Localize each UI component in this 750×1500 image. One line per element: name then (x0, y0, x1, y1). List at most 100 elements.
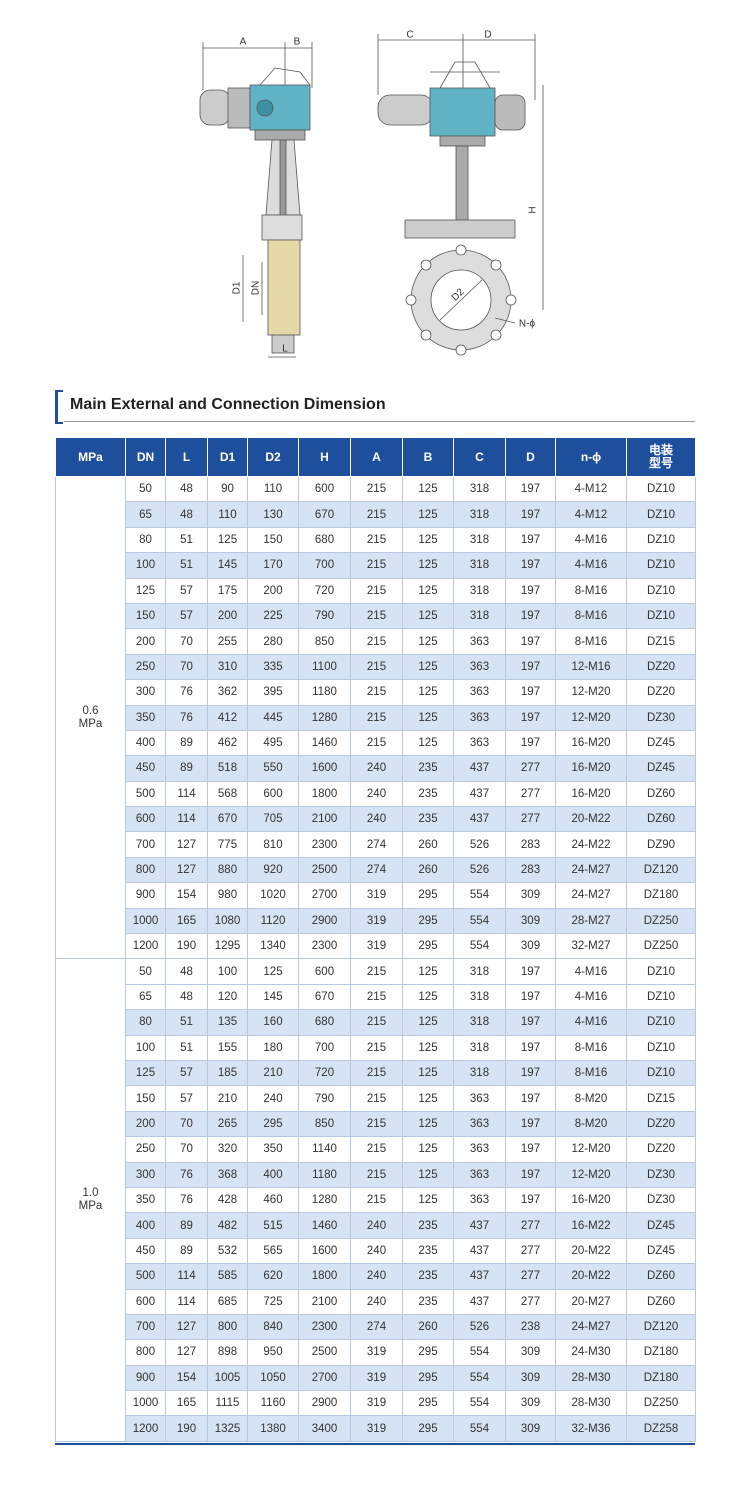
data-cell: 240 (350, 1288, 403, 1315)
data-cell: 277 (505, 1288, 556, 1315)
data-cell: DZ60 (626, 780, 696, 808)
data-cell: 240 (350, 1263, 403, 1290)
data-cell: 28-M27 (555, 907, 627, 935)
data-cell: 283 (505, 831, 556, 858)
data-cell: 110 (207, 501, 248, 528)
table-row: 350 76 428 460 1280 215 125 363 197 16-M20 DZ30 (56, 1186, 696, 1214)
data-cell: 300 (125, 679, 166, 706)
data-cell: 2100 (298, 1288, 351, 1315)
data-cell: 400 (247, 1161, 299, 1188)
data-cell: 4-M16 (555, 1009, 627, 1036)
data-cell: 135 (207, 1009, 248, 1036)
data-cell: 600 (298, 958, 351, 985)
data-cell: 145 (247, 983, 299, 1011)
data-cell: 197 (505, 1110, 556, 1138)
data-cell: 4-M16 (555, 983, 627, 1011)
data-cell: 12-M16 (555, 653, 627, 681)
data-cell: 240 (350, 806, 403, 833)
table-row: 900 154 1005 1050 2700 319 295 554 309 28-M30 DZ18… (56, 1364, 696, 1392)
data-cell: 125 (247, 958, 299, 985)
table-row: 250 70 320 350 1140 215 125 363 197 12-M20 DZ20 (56, 1136, 696, 1163)
data-cell: 16-M20 (555, 729, 627, 757)
data-cell: 600 (125, 806, 166, 833)
data-cell: 125 (207, 526, 248, 554)
data-cell: 554 (453, 907, 506, 935)
table-row: 65 48 120 145 670 215 125 318 197 4-M16 DZ10 (56, 983, 696, 1011)
data-cell: 235 (402, 1288, 454, 1315)
data-cell: 585 (207, 1263, 248, 1290)
data-cell: 1080 (207, 907, 248, 935)
data-cell: 309 (505, 1415, 556, 1442)
data-cell: 114 (165, 780, 208, 808)
data-cell: DZ45 (626, 729, 696, 757)
header-cell: D1 (207, 437, 248, 477)
data-cell: 775 (207, 831, 248, 858)
table-row: 1000 165 1115 1160 2900 319 295 554 309 28-M30 DZ2… (56, 1390, 696, 1417)
section-title: Main External and Connection Dimension (70, 396, 386, 413)
data-cell: 900 (125, 1364, 166, 1392)
data-cell: 197 (505, 983, 556, 1011)
data-cell: 190 (165, 1415, 208, 1442)
data-cell: 265 (207, 1110, 248, 1138)
data-cell: 500 (125, 1263, 166, 1290)
data-cell: 235 (402, 1237, 454, 1265)
data-cell: 800 (207, 1313, 248, 1341)
data-cell: 2900 (298, 1390, 351, 1417)
data-cell: 240 (247, 1085, 299, 1112)
data-cell: 554 (453, 1339, 506, 1366)
table-row: 1000 165 1080 1120 2900 319 295 554 309 28-M27 DZ2… (56, 907, 696, 935)
data-cell: 76 (165, 704, 208, 731)
data-cell: 225 (247, 602, 299, 630)
data-cell: 800 (125, 1339, 166, 1366)
data-cell: 437 (453, 1237, 506, 1265)
title-rule (64, 421, 695, 422)
data-cell: 240 (350, 755, 403, 782)
data-cell: 2300 (298, 1313, 351, 1341)
dim-label: B (294, 37, 301, 48)
data-cell: 210 (207, 1085, 248, 1112)
data-cell: 240 (350, 780, 403, 808)
data-cell: 197 (505, 1009, 556, 1036)
dim-label: DN (251, 281, 262, 295)
data-cell: DZ60 (626, 1288, 696, 1315)
data-cell: 4-M12 (555, 501, 627, 528)
data-cell: DZ10 (626, 501, 696, 528)
data-cell: 295 (402, 1339, 454, 1366)
data-cell: 400 (125, 729, 166, 757)
data-cell: DZ90 (626, 831, 696, 858)
dim-label: N-ϕ (519, 319, 536, 330)
data-cell: 197 (505, 1186, 556, 1214)
data-cell: 437 (453, 806, 506, 833)
data-cell: 318 (453, 1009, 506, 1036)
data-cell: 8-M16 (555, 628, 627, 655)
data-cell: 318 (453, 602, 506, 630)
data-cell: 4-M16 (555, 958, 627, 985)
pressure-cell-text: 0.6 MPa (78, 704, 103, 730)
data-cell: 125 (402, 1110, 454, 1138)
data-cell: DZ20 (626, 679, 696, 706)
header-cell: D2 (247, 437, 299, 477)
data-cell: 274 (350, 831, 403, 858)
data-cell: 180 (247, 1034, 299, 1061)
data-cell: 80 (125, 1009, 166, 1036)
data-cell: 600 (298, 475, 351, 503)
header-cell: n-ϕ (555, 437, 627, 477)
data-cell: 51 (165, 552, 208, 579)
data-cell: DZ30 (626, 704, 696, 731)
data-cell: DZ45 (626, 1212, 696, 1239)
data-cell: 450 (125, 755, 166, 782)
data-cell: 197 (505, 704, 556, 731)
data-cell: 215 (350, 1009, 403, 1036)
data-cell: 57 (165, 577, 208, 604)
data-cell: 125 (402, 577, 454, 604)
data-cell: 395 (247, 679, 299, 706)
data-cell: 215 (350, 1110, 403, 1138)
data-cell: 980 (207, 882, 248, 909)
data-cell: 8-M20 (555, 1110, 627, 1138)
data-cell: 200 (207, 602, 248, 630)
data-cell: 565 (247, 1237, 299, 1265)
header-cell: C (453, 437, 506, 477)
data-cell: 32-M36 (555, 1415, 627, 1442)
data-cell: DZ10 (626, 526, 696, 554)
